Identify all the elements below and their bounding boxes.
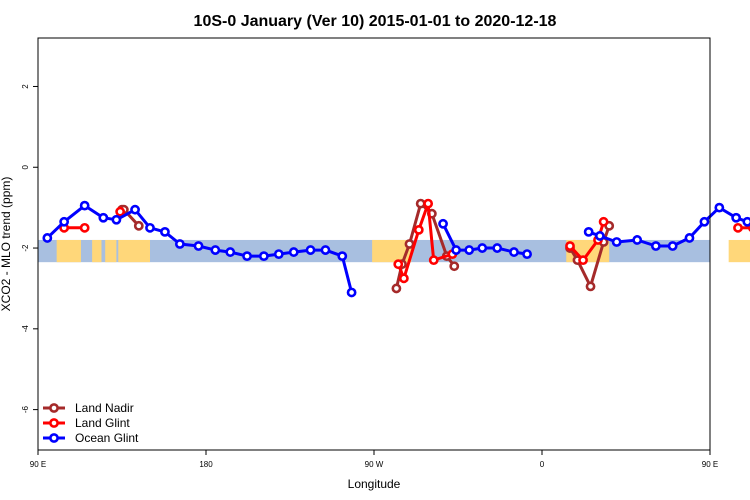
data-point xyxy=(565,241,575,251)
legend-marker xyxy=(49,433,59,443)
data-point xyxy=(594,231,605,241)
data-point xyxy=(413,224,424,235)
data-point xyxy=(98,212,109,223)
legend-marker xyxy=(49,403,59,413)
data-point xyxy=(130,204,140,215)
plot-area xyxy=(38,198,750,298)
data-point xyxy=(464,245,475,255)
data-point xyxy=(133,220,144,231)
data-point xyxy=(225,247,236,257)
data-point xyxy=(305,245,316,255)
series-line xyxy=(568,221,606,262)
x-axis-label: Longitude xyxy=(348,477,401,491)
data-point xyxy=(428,255,439,266)
y-tick-label: -4 xyxy=(21,325,30,333)
data-point xyxy=(111,214,122,225)
data-point xyxy=(742,216,750,227)
data-point xyxy=(451,245,462,255)
data-point xyxy=(320,245,331,255)
data-point xyxy=(733,222,743,233)
data-point xyxy=(145,222,155,233)
legend-label: Ocean Glint xyxy=(75,431,139,445)
data-point xyxy=(273,249,284,259)
series-land-glint xyxy=(59,198,750,284)
data-point xyxy=(115,206,126,217)
map-land-mass xyxy=(728,239,750,263)
data-point xyxy=(79,222,90,233)
map-land-mass xyxy=(92,239,102,263)
x-tick-label: 90 E xyxy=(702,460,718,469)
data-point xyxy=(288,247,299,257)
data-point xyxy=(585,281,596,292)
series-ocean-glint xyxy=(42,200,750,298)
data-point xyxy=(522,249,532,259)
data-point xyxy=(346,287,357,298)
data-point xyxy=(242,251,252,262)
data-point xyxy=(438,218,448,229)
legend-label: Land Nadir xyxy=(75,401,134,415)
data-point xyxy=(714,202,725,213)
data-point xyxy=(477,243,488,253)
x-tick-label: 90 W xyxy=(365,460,384,469)
legend-item: Land Glint xyxy=(43,416,130,430)
data-point xyxy=(699,216,710,227)
x-tick-label: 180 xyxy=(199,460,213,469)
map-land-mass xyxy=(118,239,150,263)
y-axis: 2 0 -2 -4 -6 xyxy=(21,84,38,413)
data-point xyxy=(611,237,622,247)
data-point xyxy=(415,198,426,209)
x-axis: 90 E 180 90 W 0 90 E xyxy=(30,450,718,469)
data-point xyxy=(650,241,661,251)
data-point xyxy=(210,245,221,255)
y-tick-label: 2 xyxy=(21,84,30,89)
data-point xyxy=(193,241,204,251)
data-point xyxy=(42,233,53,243)
data-point xyxy=(598,216,609,227)
data-point xyxy=(578,255,588,266)
data-point xyxy=(258,251,269,262)
data-point xyxy=(667,241,678,251)
data-point xyxy=(398,273,409,284)
data-point xyxy=(449,261,460,272)
chart-title: 10S-0 January (Ver 10) 2015-01-01 to 202… xyxy=(194,13,557,30)
data-point xyxy=(337,251,348,262)
data-point xyxy=(583,226,594,237)
map-land-mass xyxy=(372,239,412,263)
data-point xyxy=(632,235,643,245)
legend-marker xyxy=(49,418,59,428)
y-axis-label: XCO2 - MLO trend (ppm) xyxy=(0,177,13,312)
data-point xyxy=(509,247,519,257)
data-point xyxy=(59,216,70,227)
data-point xyxy=(492,243,503,253)
data-point xyxy=(79,200,90,211)
data-point xyxy=(160,226,170,237)
map-land-mass xyxy=(105,239,117,263)
data-point xyxy=(393,259,404,270)
x-tick-label: 0 xyxy=(540,460,545,469)
data-point xyxy=(174,239,185,249)
series-land-nadir xyxy=(117,198,615,294)
data-point xyxy=(404,239,415,249)
legend-label: Land Glint xyxy=(75,416,130,430)
y-tick-label: -6 xyxy=(21,406,30,414)
legend-item: Ocean Glint xyxy=(43,431,139,445)
y-tick-label: -2 xyxy=(21,244,30,252)
y-tick-label: 0 xyxy=(21,164,30,169)
x-tick-label: 90 E xyxy=(30,460,46,469)
map-land-mass xyxy=(56,239,81,263)
legend-item: Land Nadir xyxy=(43,401,134,415)
data-point xyxy=(684,233,695,243)
data-point xyxy=(423,198,434,209)
data-point xyxy=(391,283,402,294)
data-point xyxy=(731,212,742,223)
